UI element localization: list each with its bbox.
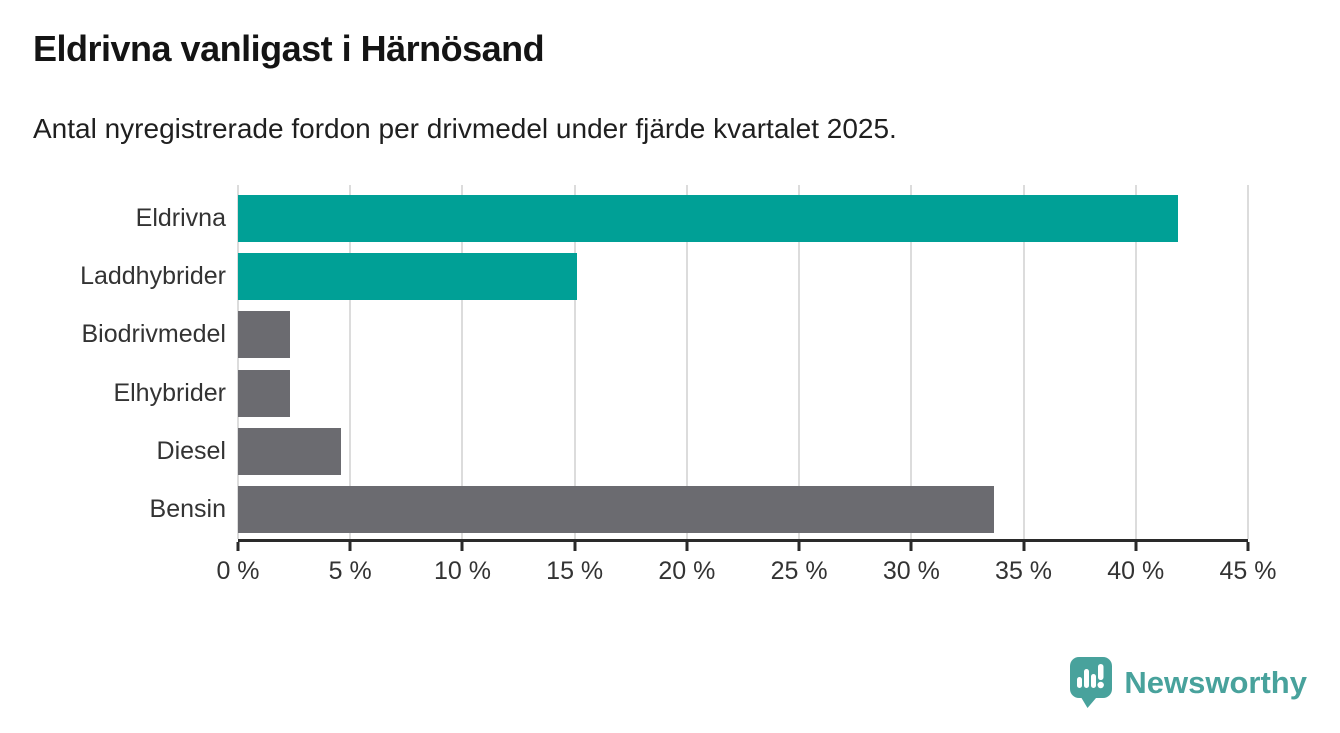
x-tick-label-30: 30 % [882,557,940,585]
bar-track [238,369,1248,417]
category-label-diesel: Diesel [156,436,226,465]
chart-row-elhybrider: Elhybrider [0,369,1340,417]
x-axis: 0 % 5 % 10 % 15 % 20 % 25 % 30 % 35 % 40 % 45 % [216,539,1276,605]
bar-track [238,485,1248,533]
chart-row-bensin: Bensin [0,485,1340,533]
gridline-5 [349,185,352,539]
x-tick-5 [348,542,352,551]
x-tick-label-35: 35 % [995,557,1053,585]
gridline-20 [685,185,688,539]
x-tick-label-0: 0 % [216,557,260,585]
bar-track [238,427,1248,475]
x-tick-label-45: 45 % [1219,557,1277,585]
gridlines [237,185,1249,539]
x-tick-label-40: 40 % [1107,557,1165,585]
newsworthy-logo-text: Newsworthy [1124,664,1307,700]
bar-eldrivna [238,195,1179,242]
bar-elhybrider [238,369,290,417]
bar-diesel [238,427,342,475]
gridline-15 [573,185,576,539]
x-tick-40 [1134,542,1138,551]
gridline-0 [237,185,239,539]
x-tick-0 [236,542,240,551]
category-label-laddhybrider: Laddhybrider [80,262,226,291]
gridline-30 [910,185,913,539]
category-label-bensin: Bensin [149,494,226,523]
gridline-35 [1022,185,1025,539]
gridline-10 [461,185,464,539]
x-tick-45 [1246,542,1250,551]
x-tick-label-10: 10 % [433,557,491,585]
gridline-40 [1134,185,1137,539]
chart-subtitle: Antal nyregistrerade fordon per drivmede… [33,113,897,144]
chart-row-biodrivmedel: Biodrivmedel [0,311,1340,359]
x-tick-30 [909,542,913,551]
newsworthy-logo-icon [1070,657,1113,708]
bar-track [238,253,1248,301]
category-label-elhybrider: Elhybrider [113,378,226,407]
bar-bensin [238,485,995,533]
x-tick-15 [573,542,577,551]
chart-row-eldrivna: Eldrivna [0,195,1340,242]
x-tick-25 [797,542,801,551]
gridline-25 [798,185,801,539]
category-label-eldrivna: Eldrivna [135,204,226,232]
x-tick-label-15: 15 % [546,557,604,585]
gridline-45 [1247,185,1249,539]
bar-chart: Eldrivna Laddhybrider Biodrivmedel Elhybrid… [0,185,1340,605]
bar-track [238,311,1248,359]
chart-row-laddhybrider: Laddhybrider [0,253,1340,301]
x-tick-20 [685,542,689,551]
bar-track [238,195,1248,242]
x-tick-35 [1022,542,1026,551]
x-axis-line [238,539,1248,542]
x-tick-10 [460,542,464,551]
chart-title: Eldrivna vanligast i Härnösand [33,28,545,69]
x-tick-label-20: 20 % [658,557,716,585]
bar-laddhybrider [238,253,577,301]
chart-row-diesel: Diesel [0,427,1340,475]
x-tick-label-25: 25 % [770,557,828,585]
newsworthy-logo: Newsworthy [1069,656,1307,709]
x-tick-label-5: 5 % [328,557,372,585]
chart-rows: Eldrivna Laddhybrider Biodrivmedel Elhybrid… [0,185,1340,539]
category-label-biodrivmedel: Biodrivmedel [81,320,226,349]
bar-biodrivmedel [238,311,290,359]
